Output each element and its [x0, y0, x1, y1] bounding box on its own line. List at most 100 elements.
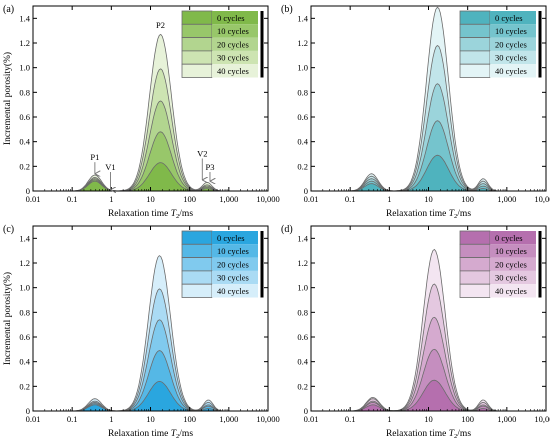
- panel-c: 0.01 0.1 1 10 100 1,000 10,000 0 0.2 0.4 0.6 0.8 1.0…: [2, 224, 280, 440]
- legend-entry: 30 cycles: [217, 273, 249, 283]
- y-tick-label: 0: [304, 186, 308, 196]
- legend-entry: 30 cycles: [495, 273, 527, 283]
- y-tick-label: 0.6: [19, 112, 30, 122]
- y-tick-label: 1.2: [19, 38, 30, 48]
- legend-swatch: [459, 270, 491, 285]
- annotation-P1: P1: [90, 152, 99, 162]
- legend-swatch: [459, 23, 491, 38]
- legend-swatch: [181, 283, 213, 298]
- x-axis-label-unit: /ms: [457, 209, 471, 219]
- legend: 0 cycles 10 cycles 20 cycles 30 cycles 40 cy…: [181, 10, 264, 78]
- legend-swatch: [459, 63, 491, 78]
- legend-swatch: [181, 50, 213, 65]
- x-tick-label: 0.1: [67, 414, 78, 424]
- legend-swatch: [459, 10, 491, 25]
- y-tick-label: 1.0: [297, 63, 308, 73]
- legend-entry: 0 cycles: [495, 13, 523, 23]
- legend-entry: 20 cycles: [495, 39, 527, 49]
- y-tick-label: 0.8: [297, 87, 308, 97]
- y-tick-label: 0.2: [297, 161, 308, 171]
- y-tick-label: 0.2: [19, 381, 30, 391]
- legend-row-bg: [212, 37, 258, 51]
- x-axis-label-var: T: [171, 429, 177, 439]
- panel-a: 0.01 0.1 1 10 100 1,000 10,000 0 0.2 0.4 0.6 0.8 1.0…: [2, 4, 280, 220]
- x-tick-label: 0.1: [67, 194, 78, 204]
- legend-swatch: [181, 37, 213, 52]
- annotation-V1: V1: [105, 162, 115, 172]
- y-tick-label: 0: [26, 186, 30, 196]
- legend-entry: 10 cycles: [495, 246, 527, 256]
- legend-entry: 20 cycles: [217, 39, 249, 49]
- x-axis-label: Relaxation time T2/ms: [386, 209, 471, 220]
- x-tick-label: 10: [146, 414, 155, 424]
- x-tick-label: 1: [387, 414, 391, 424]
- y-tick-label: 0.6: [297, 112, 308, 122]
- x-tick-label: 10,000: [534, 194, 550, 204]
- x-tick-label: 10,000: [534, 414, 550, 424]
- legend-row-bg: [490, 50, 536, 65]
- x-tick-label: 10: [424, 194, 433, 204]
- legend-swatch: [181, 10, 213, 25]
- y-tick-label: 0: [26, 406, 30, 416]
- x-axis-label-text: Relaxation time: [108, 209, 171, 219]
- legend-entry: 10 cycles: [217, 246, 249, 256]
- y-tick-label: 0.4: [19, 357, 30, 367]
- y-tick-label: 1.0: [297, 283, 308, 293]
- x-axis-label-text: Relaxation time: [108, 429, 171, 439]
- legend-swatch: [459, 283, 491, 298]
- legend: 0 cycles 10 cycles 20 cycles 30 cycles 40 cy…: [459, 10, 542, 78]
- legend-row-bg: [490, 64, 536, 78]
- annotation-P2: P2: [156, 20, 165, 30]
- x-axis-label-unit: /ms: [179, 209, 193, 219]
- x-axis-label: Relaxation time T2/ms: [108, 429, 193, 440]
- x-tick-label: 10: [146, 194, 155, 204]
- x-axis-label-sub: 2: [454, 213, 457, 220]
- y-tick-label: 1.2: [19, 258, 30, 268]
- x-tick-label: 0.01: [304, 414, 319, 424]
- legend: 0 cycles 10 cycles 20 cycles 30 cycles 40 cy…: [459, 230, 542, 298]
- y-tick-label: 0.8: [297, 307, 308, 317]
- x-tick-label: 0.01: [304, 194, 319, 204]
- x-tick-label: 1,000: [497, 194, 516, 204]
- x-axis-label-sub: 2: [176, 213, 179, 220]
- legend-row-bg: [490, 231, 536, 245]
- y-tick-label: 1.2: [297, 38, 308, 48]
- x-tick-label: 0.1: [345, 414, 356, 424]
- y-tick-label: 0.6: [297, 332, 308, 342]
- annotation-V2: V2: [197, 148, 207, 158]
- legend-entry: 20 cycles: [217, 259, 249, 269]
- x-axis-label-var: T: [449, 209, 455, 219]
- legend-row-bg: [490, 11, 536, 25]
- x-axis-label: Relaxation time T2/ms: [386, 429, 471, 440]
- panel-b: 0.01 0.1 1 10 100 1,000 10,000 0 0.2 0.4 0.6 0.8 1.0…: [281, 4, 550, 220]
- y-tick-label: 0.4: [297, 357, 308, 367]
- x-tick-label: 10,000: [256, 194, 279, 204]
- y-tick-label: 1.4: [297, 13, 308, 23]
- legend-swatch: [181, 63, 213, 78]
- panel-label: (c): [3, 224, 14, 235]
- legend-entry: 10 cycles: [217, 26, 249, 36]
- x-axis-label: Relaxation time T2/ms: [108, 209, 193, 220]
- x-axis-label-text: Relaxation time: [386, 209, 449, 219]
- y-tick-label: 0.6: [19, 332, 30, 342]
- legend-swatch: [181, 230, 213, 245]
- y-tick-label: 0.8: [19, 307, 30, 317]
- legend: 0 cycles 10 cycles 20 cycles 30 cycles 40 cy…: [181, 230, 264, 298]
- legend-row-bg: [212, 284, 258, 298]
- x-tick-label: 100: [183, 194, 196, 204]
- legend-row-bg: [490, 270, 536, 285]
- area-series-0-cycles: [311, 379, 546, 412]
- legend-entry: 20 cycles: [495, 259, 527, 269]
- x-tick-label: 1,000: [219, 194, 238, 204]
- legend-entry: 0 cycles: [217, 233, 245, 243]
- legend-row-bg: [212, 231, 258, 245]
- legend-row-bg: [212, 270, 258, 285]
- legend-entry: 30 cycles: [217, 53, 249, 63]
- legend-swatch: [181, 257, 213, 272]
- x-axis-label-var: T: [171, 209, 177, 219]
- y-tick-label: 1.4: [297, 233, 308, 243]
- legend-row-bg: [490, 284, 536, 298]
- x-tick-label: 100: [461, 194, 474, 204]
- x-axis-label-unit: /ms: [457, 429, 471, 439]
- panel-label: (d): [281, 224, 293, 235]
